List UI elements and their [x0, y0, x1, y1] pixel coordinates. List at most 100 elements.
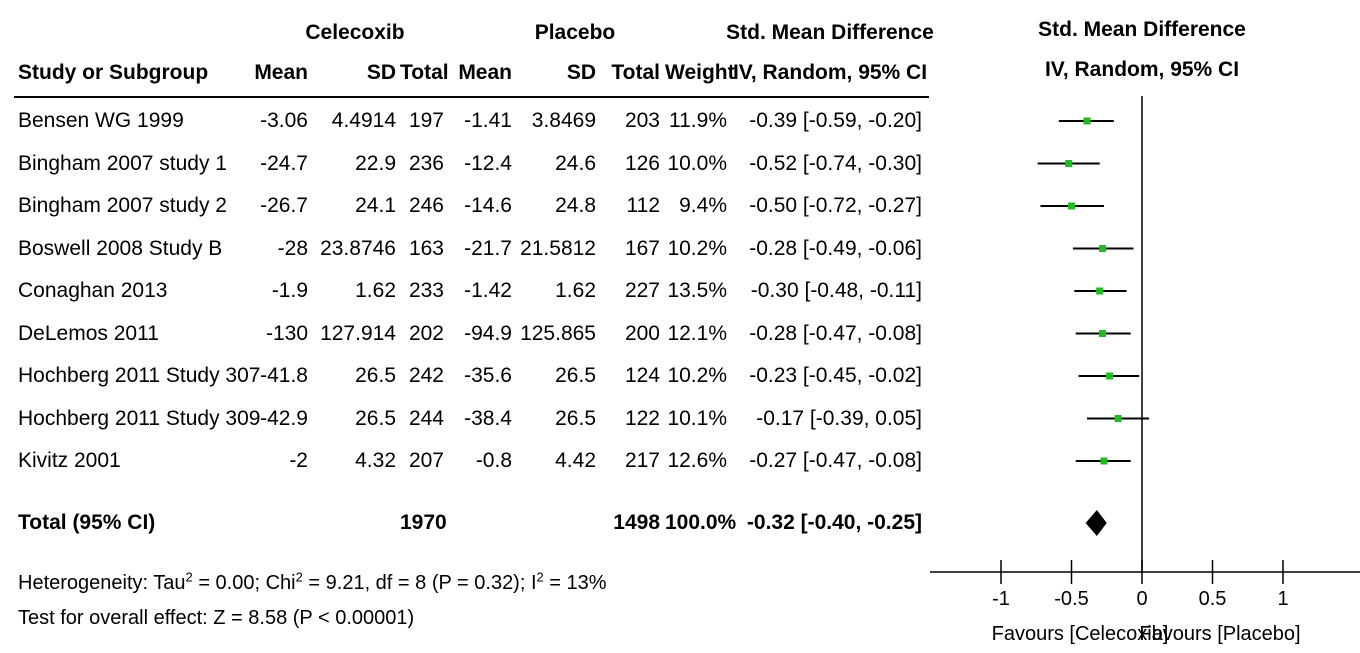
cell-ci: -0.28 [-0.47, -0.08]: [749, 321, 922, 345]
total-n1: 1970: [400, 511, 447, 534]
x-tick-label: 0: [1136, 588, 1147, 610]
cell-mean1: -24.7: [260, 151, 308, 175]
col-mean2: Mean: [458, 61, 512, 84]
cell-ci: -0.39 [-0.59, -0.20]: [749, 109, 922, 132]
study-point-marker: [1099, 330, 1107, 337]
cell-mean1: -1.9: [271, 279, 308, 302]
cell-mean1: -3.06: [260, 109, 308, 132]
cell-mean1: -28: [277, 236, 308, 260]
cell-total2: 167: [624, 236, 660, 260]
cell-total2: 126: [624, 151, 660, 175]
cell-weight: 10.1%: [667, 406, 727, 430]
cell-study: Conaghan 2013: [18, 279, 168, 302]
x-tick-label: 1: [1277, 588, 1288, 610]
cell-total2: 217: [624, 449, 660, 472]
col-mean1: Mean: [254, 61, 308, 84]
cell-weight: 10.2%: [667, 364, 727, 387]
cell-study: Kivitz 2001: [18, 449, 121, 472]
cell-total2: 203: [624, 109, 660, 132]
forest-plot: Std. Mean Difference IV, Random, 95% CI …: [930, 0, 1360, 648]
study-point-marker: [1083, 117, 1091, 125]
cell-mean2: -12.4: [464, 151, 512, 175]
col-sd1: SD: [366, 61, 396, 84]
study-point-marker: [1068, 202, 1075, 210]
cell-total1: 246: [408, 194, 444, 217]
x-tick-label: -1: [992, 588, 1010, 610]
cell-sd1: 26.5: [355, 406, 396, 430]
cell-sd1: 26.5: [355, 364, 396, 387]
study-point-marker: [1096, 287, 1104, 295]
total-label: Total (95% CI): [18, 511, 156, 534]
cell-weight: 12.6%: [667, 449, 727, 472]
cell-weight: 9.4%: [679, 194, 727, 217]
plot-subtitle: IV, Random, 95% CI: [1045, 58, 1239, 81]
cell-sd1: 4.32: [355, 449, 396, 472]
cell-total1: 163: [408, 236, 444, 260]
cell-ci: -0.27 [-0.47, -0.08]: [749, 449, 922, 472]
cell-ci: -0.23 [-0.45, -0.02]: [749, 364, 922, 387]
cell-total2: 124: [624, 364, 660, 387]
cell-mean1: -41.8: [260, 364, 308, 387]
cell-sd1: 1.62: [355, 279, 396, 302]
study-point-marker: [1100, 457, 1108, 465]
cell-total1: 244: [408, 406, 444, 430]
cell-total1: 233: [408, 279, 444, 302]
cell-sd2: 24.6: [555, 151, 596, 175]
x-tick-label: -0.5: [1054, 588, 1088, 610]
cell-mean1: -26.7: [260, 194, 308, 217]
cell-weight: 12.1%: [667, 321, 727, 345]
cell-study: Bensen WG 1999: [18, 109, 184, 132]
x-tick-label: 0.5: [1199, 588, 1227, 610]
cell-total1: 202: [408, 321, 444, 345]
cell-weight: 11.9%: [669, 109, 727, 132]
forest-plot-svg: Std. Mean Difference IV, Random, 95% CI …: [930, 18, 1360, 645]
cell-mean1: -42.9: [260, 406, 308, 430]
cell-total1: 197: [408, 109, 444, 132]
pooled-diamond: [1085, 510, 1107, 536]
cell-study: DeLemos 2011: [18, 321, 159, 345]
cell-total1: 207: [408, 449, 444, 472]
cell-sd2: 21.5812: [520, 236, 596, 260]
total-n2: 1498: [613, 511, 660, 534]
col-sd2: SD: [566, 61, 596, 84]
favours-right-label: Favours [Placebo]: [1139, 623, 1300, 645]
plot-title: Std. Mean Difference: [1038, 18, 1246, 41]
cell-weight: 10.0%: [667, 151, 727, 175]
study-point-marker: [1114, 415, 1122, 422]
cell-ci: -0.30 [-0.48, -0.11]: [750, 279, 922, 302]
cell-mean2: -1.41: [464, 109, 512, 132]
cell-total2: 112: [626, 194, 660, 217]
total-ci: -0.32 [-0.40, -0.25]: [746, 511, 922, 534]
col-weight: Weight: [665, 61, 735, 84]
col-total2: Total: [611, 61, 660, 84]
cell-mean2: -21.7: [464, 236, 512, 260]
effect-title: Std. Mean Difference: [726, 21, 934, 44]
cell-total2: 122: [624, 406, 660, 430]
cell-total2: 200: [624, 321, 660, 345]
overall-effect-text: Test for overall effect: Z = 8.58 (P < 0…: [18, 607, 415, 629]
cell-ci: -0.50 [-0.72, -0.27]: [749, 194, 922, 217]
col-ci: IV, Random, 95% CI: [732, 61, 928, 84]
cell-study: Hochberg 2011 Study 307: [18, 364, 261, 387]
study-point-marker: [1065, 160, 1073, 167]
cell-weight: 10.2%: [667, 236, 727, 260]
cell-sd2: 1.62: [555, 279, 596, 302]
cell-weight: 13.5%: [667, 279, 727, 302]
cell-study: Hochberg 2011 Study 309: [18, 406, 261, 430]
favours-left-label: Favours [Celecoxib]: [992, 623, 1169, 645]
cell-total1: 236: [408, 151, 444, 175]
cell-mean2: -14.6: [464, 194, 512, 217]
cell-mean1: -130: [265, 321, 308, 345]
cell-mean2: -0.8: [475, 449, 512, 472]
cell-mean2: -38.4: [464, 406, 512, 430]
cell-sd2: 4.42: [555, 449, 596, 472]
cell-total1: 242: [408, 364, 444, 387]
cell-sd2: 26.5: [555, 364, 596, 387]
cell-sd1: 4.4914: [331, 109, 396, 132]
col-study: Study or Subgroup: [18, 61, 209, 84]
group2-header: Placebo: [534, 21, 616, 44]
cell-sd2: 3.8469: [531, 109, 596, 132]
cell-sd2: 24.8: [555, 194, 596, 217]
cell-sd1: 22.9: [355, 151, 396, 175]
cell-study: Bingham 2007 study 2: [18, 194, 227, 217]
